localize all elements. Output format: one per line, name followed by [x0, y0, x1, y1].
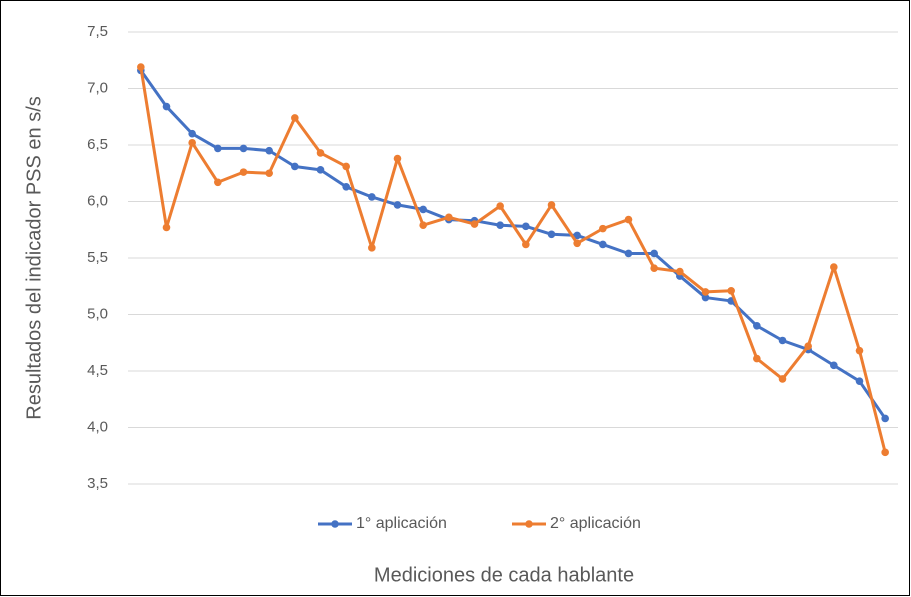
legend-marker [331, 520, 339, 528]
point [624, 215, 633, 224]
x-axis-title: Mediciones de cada hablante [374, 564, 634, 586]
y-tick-label: 4,0 [87, 418, 108, 435]
point [368, 244, 376, 252]
point [342, 183, 350, 191]
point [291, 114, 299, 122]
point [419, 221, 427, 230]
point [650, 249, 658, 258]
point [855, 377, 864, 385]
point [881, 448, 889, 457]
point [188, 138, 196, 147]
point [368, 193, 376, 201]
point [188, 129, 196, 138]
point [753, 354, 761, 363]
point [470, 220, 479, 228]
point [753, 322, 761, 330]
point [573, 239, 581, 248]
y-tick-label: 7,0 [87, 79, 108, 96]
point [778, 336, 787, 345]
point [547, 201, 556, 209]
point [701, 288, 710, 296]
point [496, 202, 504, 210]
point [830, 361, 838, 370]
point [265, 146, 273, 155]
y-tick-label: 3,5 [87, 475, 108, 492]
series-line [139, 66, 887, 453]
point [162, 102, 171, 111]
legend-label: 1° aplicación [356, 515, 447, 532]
point [214, 178, 222, 187]
point [804, 342, 812, 350]
y-tick-label: 6,0 [87, 192, 108, 209]
point [599, 224, 607, 233]
point [214, 144, 222, 153]
point [778, 375, 787, 383]
point [599, 240, 607, 249]
point [727, 286, 735, 295]
point [855, 346, 864, 355]
point [547, 230, 556, 239]
point [650, 264, 658, 272]
point [701, 293, 710, 302]
point [239, 144, 248, 153]
point [137, 63, 145, 71]
y-tick-label: 6,5 [87, 136, 108, 153]
y-axis-title: Resultados del indicador PSS en s/s [23, 96, 45, 420]
point [573, 231, 581, 240]
point [830, 263, 838, 271]
point [522, 240, 530, 249]
point [393, 201, 402, 209]
point [881, 414, 889, 423]
point [316, 166, 325, 174]
point [316, 149, 325, 157]
point [496, 221, 504, 230]
point [445, 213, 453, 222]
y-tick-label: 5,5 [87, 249, 108, 266]
point [162, 223, 171, 232]
point [522, 222, 530, 231]
point [239, 168, 248, 176]
y-tick-label: 5,0 [87, 305, 108, 322]
point [624, 249, 633, 258]
y-tick-label: 4,5 [87, 362, 108, 379]
point [419, 205, 427, 214]
point [265, 169, 273, 178]
point [393, 154, 402, 163]
y-tick-label: 7,5 [87, 23, 108, 40]
legend-label: 2° aplicación [550, 515, 641, 532]
legend-marker [525, 520, 533, 528]
point [676, 267, 684, 276]
point [291, 162, 299, 171]
point [342, 162, 350, 171]
